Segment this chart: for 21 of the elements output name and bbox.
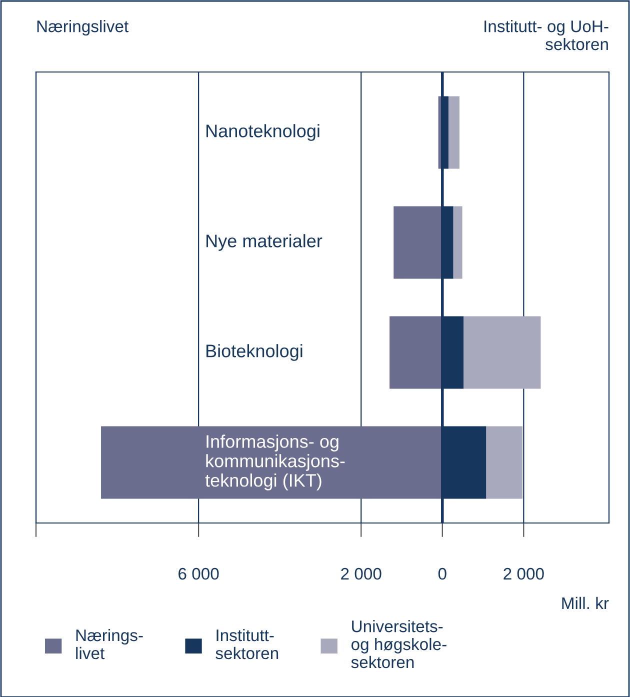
text: Institutt- og UoH- sektoren xyxy=(484,20,608,50)
bar xyxy=(394,206,442,279)
bar xyxy=(448,96,460,169)
x-tick-label: 6 000 xyxy=(178,568,219,580)
legend-label: Universitets- og høgskole- sektoren xyxy=(351,620,446,668)
text: Næringslivet xyxy=(37,20,128,36)
bar xyxy=(486,426,522,499)
x-tick-label: 2 000 xyxy=(341,568,382,580)
y-tick-label: Bioteknologi xyxy=(206,344,302,361)
bar xyxy=(390,316,442,389)
bar xyxy=(101,426,442,499)
legend-label: Nærings- livet xyxy=(76,628,143,660)
x-axis-title: Mill. kr xyxy=(562,596,609,609)
x-tick-label: 2 000 xyxy=(504,568,544,580)
legend-label: Institutt- sektoren xyxy=(216,628,278,660)
y-tick-label: Nye materialer xyxy=(206,234,322,251)
bar xyxy=(464,316,541,389)
y-tick-label: Informasjons- og kommunikasjons- teknologi (IKT) xyxy=(205,434,345,490)
x-tick-label: 0 xyxy=(438,568,446,580)
y-tick-label: Nanoteknologi xyxy=(206,124,320,141)
bar xyxy=(453,206,462,279)
